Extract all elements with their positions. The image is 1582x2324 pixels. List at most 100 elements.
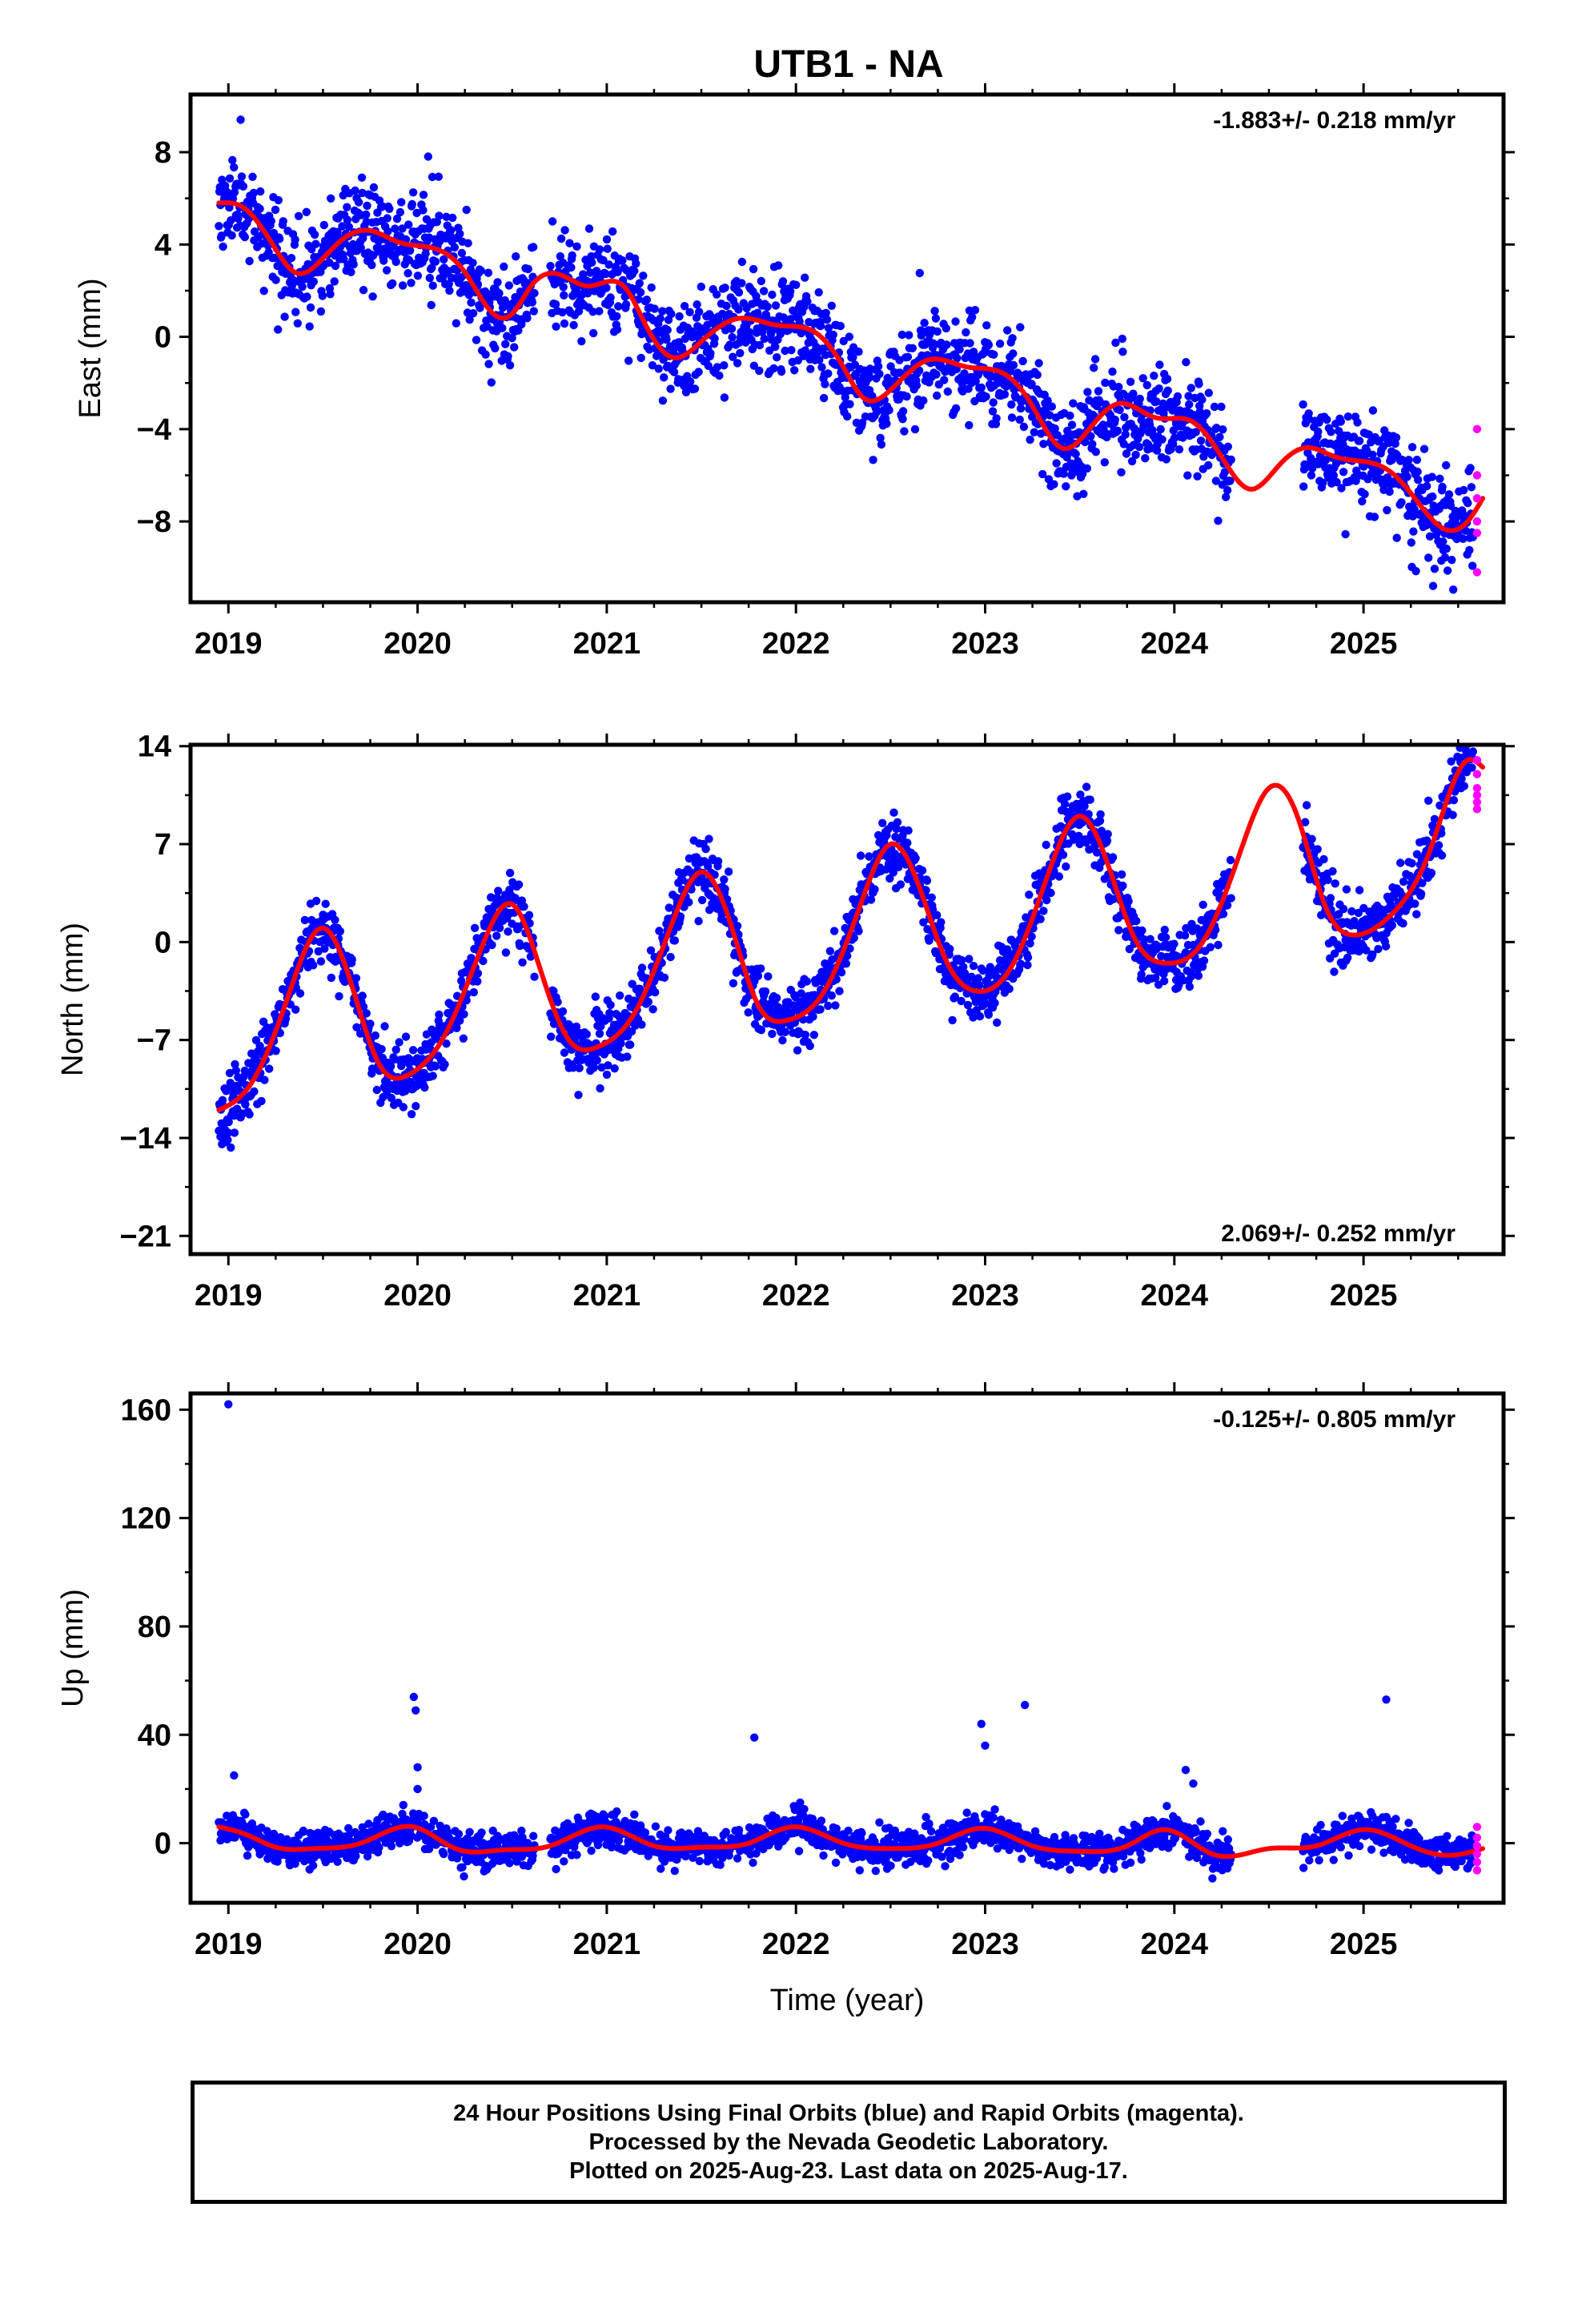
final-orbit-point (845, 332, 854, 341)
final-orbit-point (462, 205, 471, 215)
final-orbit-point (484, 360, 493, 368)
final-orbit-point (785, 287, 795, 296)
final-orbit-point (481, 350, 490, 359)
final-orbit-point (1199, 900, 1207, 910)
final-orbit-point (271, 1047, 280, 1055)
final-orbit-point (450, 243, 459, 252)
final-orbit-point (616, 991, 624, 1000)
final-orbit-point (710, 334, 719, 343)
final-orbit-point (697, 895, 707, 905)
final-orbit-point (920, 319, 929, 328)
final-orbit-point (227, 1143, 235, 1152)
final-orbit-point (1335, 427, 1343, 436)
final-orbit-point (893, 818, 902, 826)
final-orbit-point (479, 956, 488, 966)
final-orbit-point (408, 1046, 418, 1055)
final-orbit-point (583, 289, 592, 298)
x-tick-label: 2025 (1330, 1279, 1398, 1313)
final-orbit-point (1210, 402, 1219, 412)
final-orbit-point (854, 927, 863, 935)
final-orbit-point (1428, 581, 1438, 590)
final-orbit-point (1437, 829, 1446, 838)
final-orbit-point (995, 340, 1005, 348)
final-orbit-point (1384, 438, 1394, 448)
final-orbit-point (1187, 971, 1197, 980)
final-orbit-point (669, 368, 679, 376)
final-orbit-point (1050, 424, 1059, 433)
final-orbit-point (865, 371, 873, 380)
final-orbit-point (1121, 430, 1130, 439)
final-orbit-point (1034, 359, 1043, 368)
final-orbit-point (806, 364, 815, 373)
final-orbit-point (1447, 556, 1456, 565)
final-orbit-point (655, 927, 664, 935)
final-orbit-point (837, 968, 846, 977)
final-orbit-point (1155, 360, 1164, 369)
final-orbit-point (1219, 425, 1227, 434)
final-orbit-point (271, 275, 280, 284)
final-orbit-point (720, 875, 729, 884)
final-orbit-point (1198, 395, 1207, 404)
x-tick-label: 2021 (573, 627, 641, 661)
final-orbit-point (603, 244, 612, 253)
final-orbit-point (815, 356, 824, 364)
final-orbit-point (1449, 585, 1458, 594)
final-orbit-point (310, 230, 319, 239)
final-orbit-point (1370, 513, 1379, 521)
final-orbit-point (605, 1008, 614, 1018)
final-orbit-point (644, 997, 652, 1007)
final-orbit-point (721, 283, 729, 292)
final-orbit-point (457, 248, 467, 258)
final-orbit-point (1008, 334, 1017, 343)
final-orbit-point (889, 868, 898, 877)
final-orbit-point (1194, 971, 1203, 980)
final-orbit-point (1331, 459, 1341, 468)
final-orbit-point (354, 198, 363, 207)
final-orbit-point (473, 969, 483, 978)
final-orbit-point (419, 191, 428, 199)
final-orbit-point (676, 912, 685, 921)
final-orbit-point (465, 316, 474, 324)
final-orbit-point (256, 187, 265, 196)
final-orbit-point (397, 198, 406, 207)
final-orbit-point (424, 152, 432, 161)
final-orbit-point (849, 353, 857, 362)
final-orbit-point (227, 216, 235, 225)
final-orbit-point (1341, 529, 1350, 539)
final-orbit-point (1016, 404, 1026, 413)
final-orbit-point (966, 339, 974, 348)
final-orbit-point (824, 324, 833, 332)
final-orbit-point (1182, 923, 1191, 933)
final-orbit-point (931, 314, 941, 323)
final-orbit-point (480, 287, 490, 296)
rapid-orbit-point (1472, 494, 1482, 503)
final-orbit-point (763, 302, 772, 312)
final-orbit-point (454, 1830, 464, 1839)
final-orbit-point (325, 258, 334, 267)
final-orbit-point (1173, 392, 1182, 401)
final-orbit-point (1347, 907, 1356, 916)
final-orbit-point (396, 207, 405, 217)
final-orbit-point (1299, 482, 1308, 491)
y-tick-label: 14 (138, 730, 171, 764)
rapid-orbit-point (1472, 805, 1482, 814)
final-orbit-point (1023, 960, 1032, 970)
final-orbit-point (311, 239, 320, 248)
final-orbit-point (575, 1063, 584, 1073)
final-orbit-point (734, 288, 744, 297)
final-orbit-point (1423, 481, 1431, 491)
final-orbit-point (1152, 446, 1162, 455)
final-orbit-point (572, 1022, 581, 1031)
final-orbit-point (805, 1041, 814, 1051)
final-orbit-point (447, 226, 456, 235)
final-orbit-point (379, 251, 388, 260)
final-orbit-point (801, 1031, 809, 1039)
final-orbit-point (736, 348, 745, 358)
x-tick-label: 2024 (1141, 627, 1209, 661)
plot-area (215, 1400, 1485, 1883)
final-orbit-point (408, 199, 416, 209)
final-orbit-point (659, 356, 668, 364)
final-orbit-point (667, 309, 676, 319)
final-orbit-point (601, 269, 610, 279)
final-orbit-point (809, 1031, 818, 1039)
